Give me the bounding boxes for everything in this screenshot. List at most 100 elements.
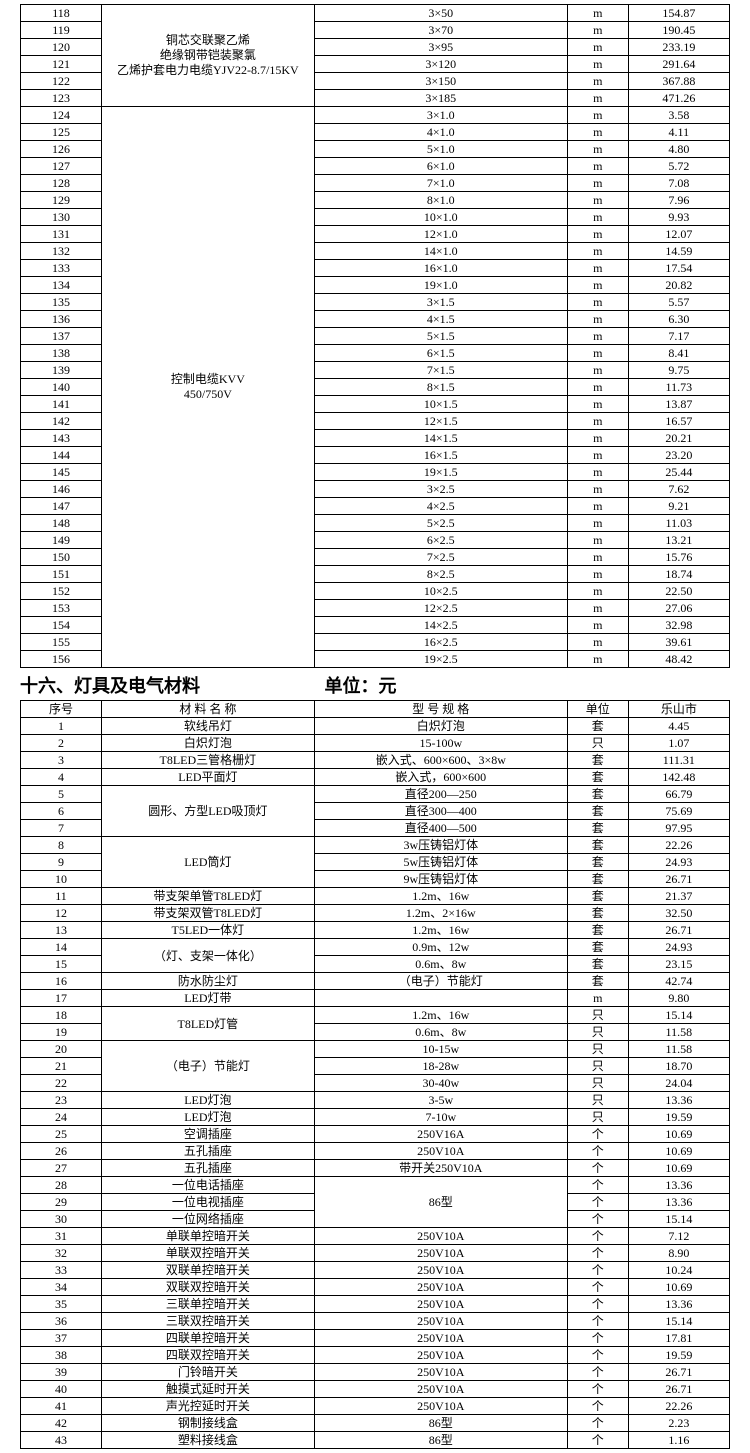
price-cell: 6.30 [628,311,729,328]
row-index: 1 [21,718,102,735]
row-index: 150 [21,549,102,566]
unit-cell: m [567,294,628,311]
row-index: 7 [21,820,102,837]
row-index: 35 [21,1296,102,1313]
spec-cell: 10×1.0 [314,209,567,226]
unit-cell: 套 [567,871,628,888]
spec-cell: 3×1.5 [314,294,567,311]
material-name: 四联双控暗开关 [102,1347,315,1364]
material-name: 声光控延时开关 [102,1398,315,1415]
unit-cell: 个 [567,1347,628,1364]
spec-cell: 3×50 [314,5,567,22]
material-name: LED灯泡 [102,1109,315,1126]
unit-cell: m [567,209,628,226]
unit-cell: m [567,107,628,124]
material-name: 带支架双管T8LED灯 [102,905,315,922]
unit-cell: 个 [567,1126,628,1143]
unit-cell: 套 [567,956,628,973]
price-cell: 4.45 [628,718,729,735]
material-name: 带支架单管T8LED灯 [102,888,315,905]
spec-cell: 250V10A [314,1262,567,1279]
price-cell: 9.75 [628,362,729,379]
table-row: 40触摸式延时开关250V10A个26.71 [21,1381,730,1398]
table-row: 26五孔插座250V10A个10.69 [21,1143,730,1160]
material-name: 五孔插座 [102,1160,315,1177]
row-index: 10 [21,871,102,888]
price-cell: 4.11 [628,124,729,141]
material-name: T5LED一体灯 [102,922,315,939]
spec-cell: 8×2.5 [314,566,567,583]
unit-cell: 只 [567,735,628,752]
table-row: 23LED灯泡3-5w只13.36 [21,1092,730,1109]
row-index: 139 [21,362,102,379]
row-index: 152 [21,583,102,600]
unit-cell: m [567,532,628,549]
row-index: 序号 [21,701,102,718]
unit-cell: m [567,651,628,668]
row-index: 127 [21,158,102,175]
price-cell: 32.50 [628,905,729,922]
row-index: 135 [21,294,102,311]
price-cell: 48.42 [628,651,729,668]
price-cell: 3.58 [628,107,729,124]
material-name: 一位电话插座 [102,1177,315,1194]
row-index: 125 [21,124,102,141]
price-cell: 24.04 [628,1075,729,1092]
price-cell: 154.87 [628,5,729,22]
spec-cell: 250V10A [314,1245,567,1262]
spec-cell: 0.6m、8w [314,1024,567,1041]
spec-cell: （电子）节能灯 [314,973,567,990]
spec-cell: 直径200—250 [314,786,567,803]
unit-cell: m [567,464,628,481]
row-index: 122 [21,73,102,90]
spec-cell: 8×1.0 [314,192,567,209]
unit-cell: m [567,600,628,617]
spec-cell: 8×1.5 [314,379,567,396]
unit-cell: m [567,277,628,294]
row-index: 130 [21,209,102,226]
material-name: 双联双控暗开关 [102,1279,315,1296]
price-cell: 13.87 [628,396,729,413]
row-index: 134 [21,277,102,294]
price-cell: 26.71 [628,922,729,939]
row-index: 133 [21,260,102,277]
spec-cell: 250V10A [314,1398,567,1415]
unit-cell: 套 [567,752,628,769]
unit-cell: 套 [567,939,628,956]
table-row: 25空调插座250V16A个10.69 [21,1126,730,1143]
spec-cell: 14×1.0 [314,243,567,260]
row-index: 32 [21,1245,102,1262]
price-cell: 15.14 [628,1211,729,1228]
unit-cell: m [567,515,628,532]
table-row: 16防水防尘灯（电子）节能灯套42.74 [21,973,730,990]
material-name: T8LED三管格栅灯 [102,752,315,769]
unit-cell: m [567,396,628,413]
spec-cell: 5×2.5 [314,515,567,532]
unit-cell: 个 [567,1194,628,1211]
row-index: 123 [21,90,102,107]
cable-table: 118铜芯交联聚乙烯绝缘钢带铠装聚氯乙烯护套电力电缆YJV22-8.7/15KV… [20,4,730,668]
row-index: 149 [21,532,102,549]
table-row: 42钢制接线盒86型个2.23 [21,1415,730,1432]
row-index: 131 [21,226,102,243]
row-index: 20 [21,1041,102,1058]
spec-cell: 1.2m、2×16w [314,905,567,922]
row-index: 128 [21,175,102,192]
price-cell: 19.59 [628,1347,729,1364]
spec-cell: 250V10A [314,1347,567,1364]
unit-cell: 套 [567,718,628,735]
unit-cell: m [567,5,628,22]
table-row: 3T8LED三管格栅灯嵌入式、600×600、3×8w套111.31 [21,752,730,769]
spec-cell: 250V10A [314,1228,567,1245]
unit-cell: m [567,990,628,1007]
row-index: 151 [21,566,102,583]
row-index: 9 [21,854,102,871]
table-header-row: 序号材 料 名 称型 号 规 格单位乐山市 [21,701,730,718]
row-index: 15 [21,956,102,973]
unit-cell: 个 [567,1330,628,1347]
material-name: 单联单控暗开关 [102,1228,315,1245]
price-cell: 21.37 [628,888,729,905]
unit-cell: 只 [567,1041,628,1058]
spec-cell: 型 号 规 格 [314,701,567,718]
table-row: 27五孔插座带开关250V10A个10.69 [21,1160,730,1177]
